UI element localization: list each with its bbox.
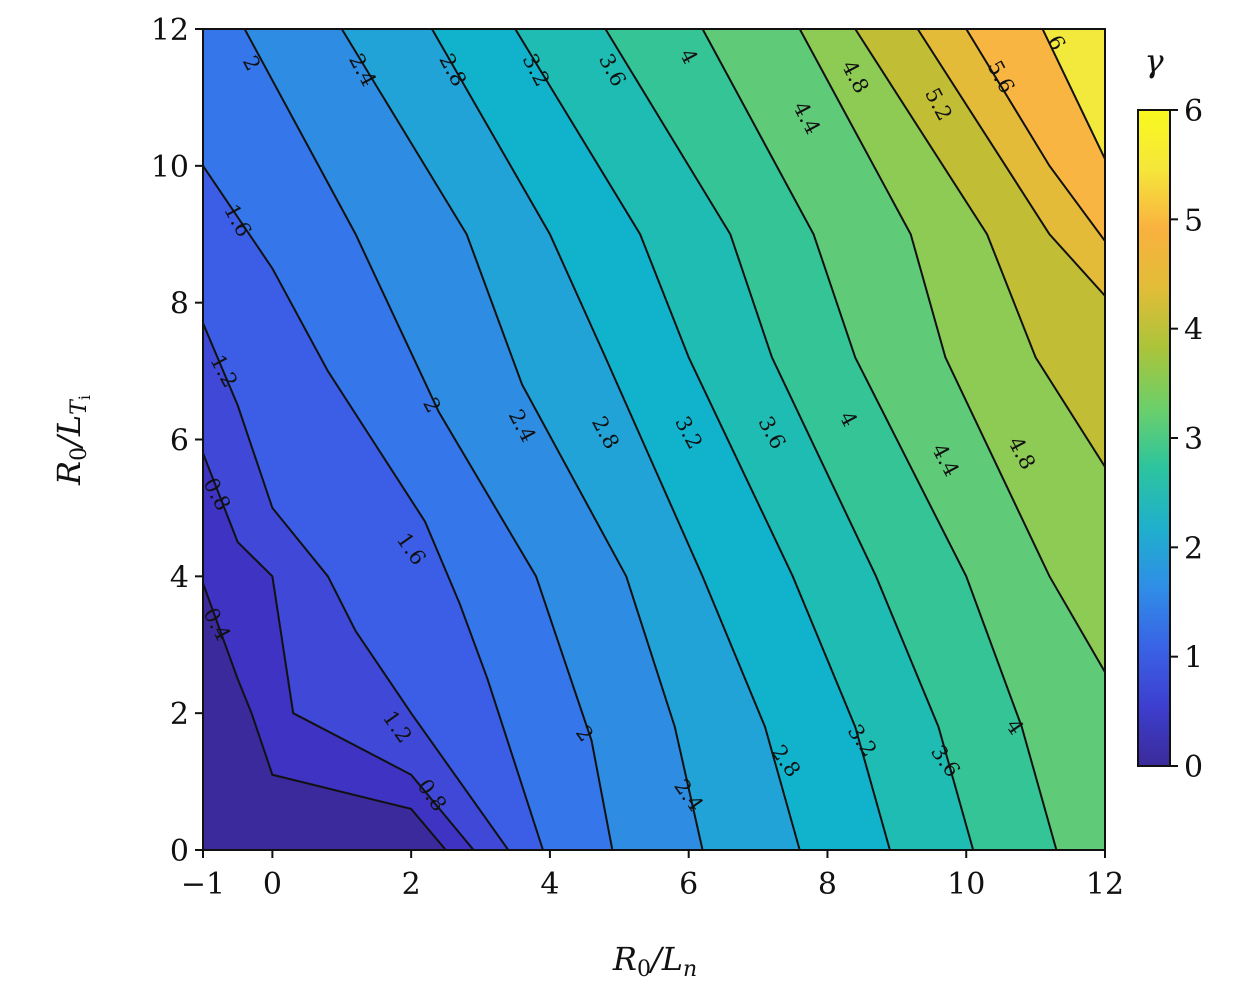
colorbar-tick-label: 0: [1184, 750, 1203, 785]
x-tick-label: 4: [540, 867, 559, 902]
contour-line-2.4: [340, 29, 704, 850]
y-tick-label: 12: [151, 13, 189, 48]
contour-line-2.8: [431, 29, 801, 850]
contour-line-2: [243, 29, 614, 850]
y-axis-label: R0/LTi: [50, 395, 94, 486]
y-tick-label: 4: [170, 560, 189, 595]
contour-line-1.6: [203, 165, 544, 850]
contour-line-0.4: [203, 582, 447, 850]
colorbar: 0 1 2 3 4 5 6γ: [1137, 42, 1203, 785]
contour-line-3.2: [514, 29, 891, 850]
contour-line-5.2: [916, 29, 1105, 297]
band-12: [855, 29, 1105, 850]
contour-lines: [203, 29, 1105, 850]
colorbar-tick-label: 5: [1184, 203, 1203, 238]
contour-line-4.8: [854, 29, 1105, 468]
colorbar-tick-label: 4: [1184, 313, 1203, 348]
x-tick-label: 0: [263, 867, 282, 902]
colorbar-tick-label: 3: [1184, 422, 1203, 457]
x-tick-label: 8: [818, 867, 837, 902]
y-axis: 0 2 4 6 8 10 12: [151, 13, 203, 869]
y-tick-label: 2: [170, 697, 189, 732]
contour-line-0.8: [203, 452, 475, 850]
band-13: [917, 29, 1105, 850]
contour-line-1.2: [203, 322, 510, 850]
y-tick-label: 8: [170, 287, 189, 322]
contour-line-6: [1041, 29, 1105, 160]
x-tick-label: 6: [679, 867, 698, 902]
x-tick-label: 2: [402, 867, 421, 902]
band-15: [1042, 29, 1105, 850]
x-tick-label: 12: [1086, 867, 1124, 902]
contour-line-4: [701, 29, 1058, 850]
colorbar-tick-label: 2: [1184, 531, 1203, 566]
colorbar-tick-label: 6: [1184, 94, 1203, 129]
contour-line-4.4: [798, 29, 1105, 673]
colorbar-gradient: [1137, 109, 1171, 767]
x-tick-label: 10: [947, 867, 985, 902]
contour-line-5.6: [965, 29, 1105, 242]
y-tick-label: 10: [151, 150, 189, 185]
x-tick-label: −1: [181, 867, 225, 902]
y-tick-label: 0: [170, 834, 189, 869]
x-axis-label: R0/Ln: [612, 940, 697, 982]
colorbar-tick-label: 1: [1184, 641, 1203, 676]
x-axis: −1 0 2 4 6 8 10 12: [181, 850, 1124, 902]
y-tick-label: 6: [170, 424, 189, 459]
contour-line-3.6: [604, 29, 975, 850]
colorbar-label: γ: [1144, 42, 1164, 80]
